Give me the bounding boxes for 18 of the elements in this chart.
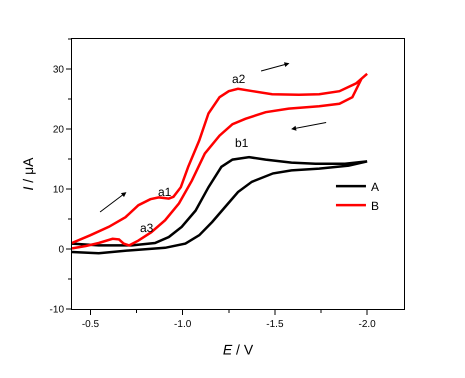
y-axis-title: I / μA [20, 156, 36, 190]
x-tick-label: -1.5 [266, 319, 284, 330]
annotation: b1 [235, 136, 249, 150]
line-series [72, 72, 368, 250]
y-tick-label: 30 [52, 64, 64, 76]
annotation: a3 [140, 221, 154, 235]
legend-label: A [370, 180, 379, 194]
y-tick-label: 20 [52, 124, 64, 136]
x-tick-label: -2.0 [358, 319, 376, 330]
x-axis-title: E / V [222, 341, 254, 358]
y-tick-label: 10 [52, 184, 64, 196]
legend-label: B [370, 198, 379, 213]
x-tick-label: -0.5 [82, 319, 100, 330]
x-tick-label: -1.0 [174, 319, 192, 330]
annotation: a1 [158, 185, 172, 199]
annotation: a2 [232, 72, 246, 86]
y-tick-label: -10 [50, 304, 64, 316]
y-tick-label: 0 [58, 244, 64, 256]
